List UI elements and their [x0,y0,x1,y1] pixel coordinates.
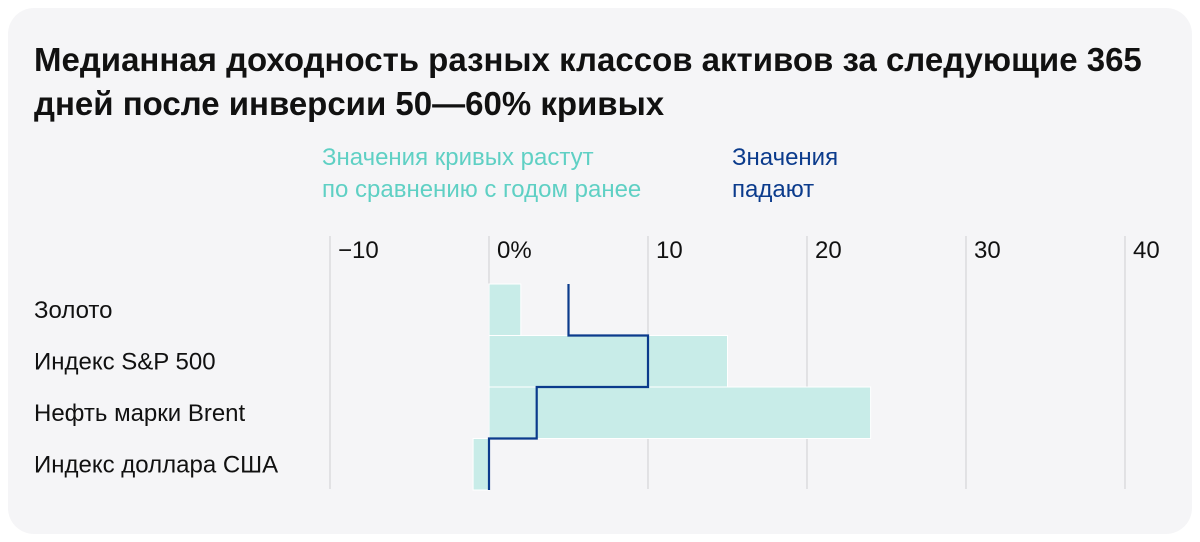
tick-label-1: 0% [497,237,532,264]
tick-label-5: 40 [1133,237,1160,264]
tick-label-3: 20 [815,237,842,264]
tick-label-layer: −10 0% 10 20 30 40 [338,237,1160,264]
chart-card: Медианная доходность разных классов акти… [8,8,1192,534]
step-line-layer [487,284,650,490]
step-line-falling [487,284,650,490]
bar-rising-0 [488,283,522,336]
legend-falling-line1: Значения [732,144,839,171]
tick-label-2: 10 [656,237,683,264]
bar-rising-1 [488,335,728,388]
legend-rising-line1: Значения кривых растут [322,144,594,171]
legend-rising: Значения кривых растут по сравнению с го… [322,142,702,206]
legend-falling-line2: падают [732,176,815,203]
category-label-1: Индекс S&P 500 [34,348,216,375]
category-label-layer: Золото Индекс S&P 500 Нефть марки Brent Инд… [34,297,278,479]
category-label-2: Нефть марки Brent [34,400,246,427]
category-label-3: Индекс доллара США [34,451,278,478]
bar-rising-3 [472,438,490,491]
category-label-0: Золото [34,297,112,324]
tick-label-0: −10 [338,237,379,264]
bar-rising-2 [488,386,872,439]
legend-rising-line2: по сравнению с годом ранее [322,176,642,203]
tick-label-4: 30 [974,237,1001,264]
chart-title: Медианная доходность разных классов акти… [34,41,1142,122]
legend-falling: Значения падают [732,142,892,206]
bar-layer [472,283,872,491]
